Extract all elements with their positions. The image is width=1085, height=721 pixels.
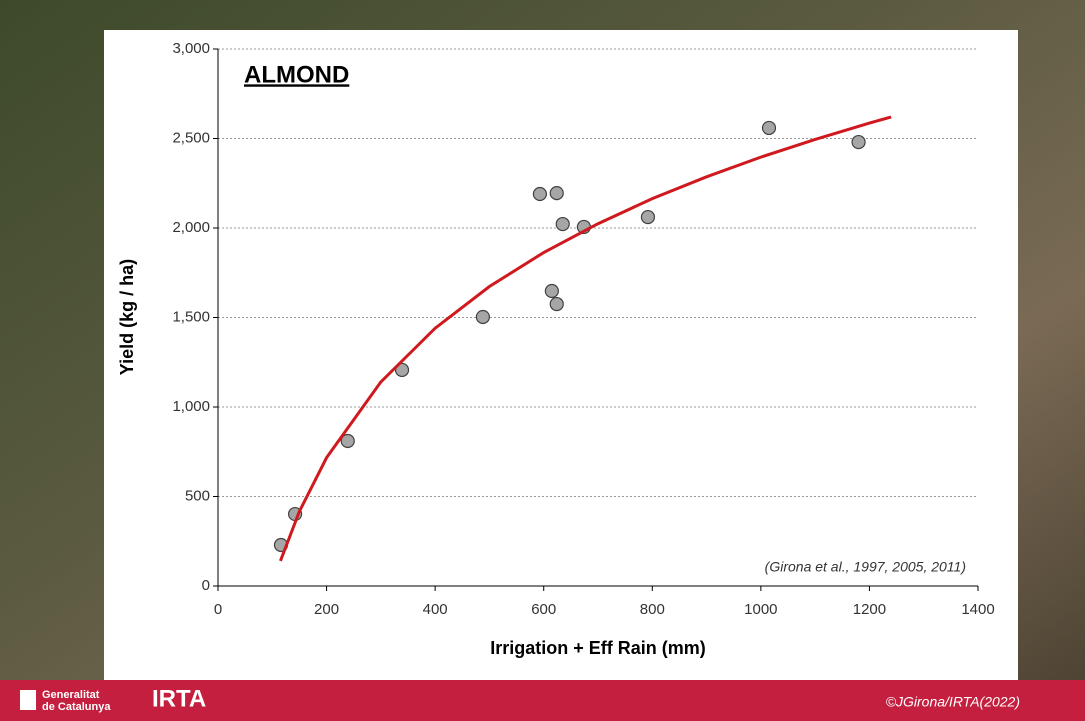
y-tick-label: 2,000 <box>172 219 210 236</box>
y-tick-label: 3,000 <box>172 40 210 57</box>
data-point <box>555 216 570 232</box>
y-tick-label: 2,500 <box>172 129 210 146</box>
data-point <box>640 209 656 225</box>
annotation: (Girona et al., 1997, 2005, 2011) <box>765 559 966 575</box>
footer-org: Generalitat <box>42 689 100 701</box>
y-tick-label: 500 <box>185 487 210 504</box>
footer-logo: IRTA <box>152 685 206 712</box>
footer-bar <box>0 680 1085 721</box>
chart-title: ALMOND <box>244 61 349 88</box>
footer-credit: ©JGirona/IRTA(2022) <box>886 694 1020 710</box>
data-point <box>851 134 866 150</box>
y-tick-label: 1,500 <box>172 308 210 325</box>
data-point <box>544 283 559 299</box>
x-tick-label: 1000 <box>744 601 777 618</box>
data-point <box>340 433 355 449</box>
y-tick-label: 1,000 <box>172 398 210 415</box>
x-tick-label: 1200 <box>853 601 886 618</box>
x-axis-label: Irrigation + Eff Rain (mm) <box>490 638 706 658</box>
footer-org: de Catalunya <box>42 701 111 713</box>
gencat-logo <box>20 690 36 710</box>
y-tick-label: 0 <box>202 577 210 594</box>
x-tick-label: 1400 <box>961 601 994 618</box>
chart-panel <box>104 30 1018 680</box>
x-tick-label: 800 <box>640 601 665 618</box>
data-point <box>761 120 777 136</box>
data-point <box>549 185 564 201</box>
data-point <box>394 362 410 378</box>
x-tick-label: 0 <box>214 601 222 618</box>
data-point <box>532 186 548 202</box>
x-tick-label: 600 <box>531 601 556 618</box>
fit-line <box>279 115 892 562</box>
x-tick-label: 200 <box>314 601 339 618</box>
y-axis-label: Yield (kg / ha) <box>117 259 137 375</box>
x-tick-label: 400 <box>423 601 448 618</box>
data-point <box>549 296 564 312</box>
data-point <box>475 309 491 325</box>
